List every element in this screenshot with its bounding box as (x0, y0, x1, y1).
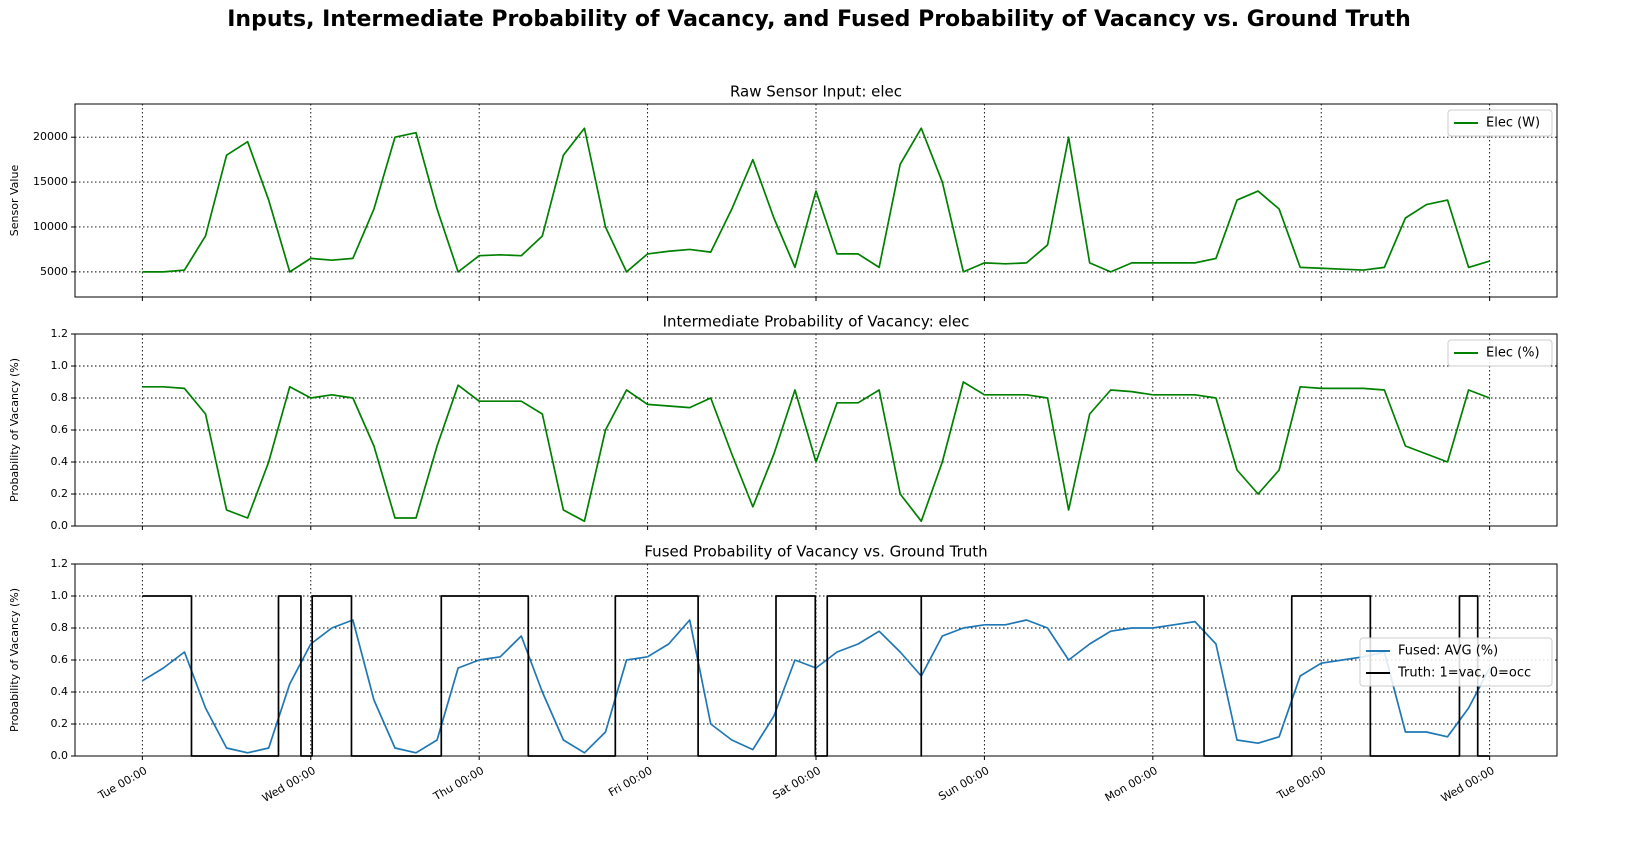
series-line (142, 381, 1490, 523)
y-tick-label: 0.8 (51, 391, 69, 404)
legend-box (1447, 339, 1553, 367)
x-tick-label: Fri 00:00 (606, 764, 654, 799)
y-axis-label: Probability of Vacancy (%) (8, 588, 21, 732)
legend-box (1359, 637, 1553, 687)
y-tick-label: 0.0 (51, 519, 69, 532)
y-tick-label: 1.2 (51, 557, 69, 570)
x-tick-label: Tue 00:00 (1274, 764, 1328, 803)
y-tick-label: 0.4 (51, 685, 69, 698)
x-tick-label: Tue 00:00 (95, 764, 149, 803)
legend: Elec (%) (1447, 339, 1553, 367)
plot-frame (74, 333, 1558, 527)
y-axis-label: Probability of Vacancy (%) (8, 358, 21, 502)
x-tick-label: Mon 00:00 (1103, 764, 1160, 804)
x-tick-label: Sun 00:00 (936, 764, 991, 803)
y-tick-label: 0.2 (51, 717, 69, 730)
series-line (142, 595, 1490, 757)
x-tick-label: Thu 00:00 (430, 764, 486, 804)
y-tick-label: 1.0 (51, 359, 69, 372)
panel-title: Intermediate Probability of Vacancy: ele… (663, 313, 970, 331)
legend-label: Fused: AVG (%) (1398, 644, 1498, 659)
y-tick-label: 0.2 (51, 487, 69, 500)
y-tick-label: 0.8 (51, 621, 69, 634)
y-axis-label: Sensor Value (8, 165, 21, 237)
plot-frame (74, 563, 1558, 757)
legend-label: Truth: 1=vac, 0=occ (1397, 666, 1531, 681)
y-tick-label: 0.4 (51, 455, 69, 468)
panel-title: Fused Probability of Vacancy vs. Ground … (644, 543, 987, 561)
legend: Fused: AVG (%) Truth: 1=vac, 0=occ (1359, 637, 1553, 687)
x-tick-label: Sat 00:00 (770, 764, 823, 802)
y-tick-label: 0.0 (51, 749, 69, 762)
series-line (142, 127, 1490, 273)
y-tick-label: 15000 (33, 175, 68, 188)
legend-label: Elec (%) (1486, 346, 1540, 361)
x-tick-label: Wed 00:00 (1439, 764, 1497, 805)
plot-frame (74, 103, 1558, 298)
panel-title: Raw Sensor Input: elec (730, 83, 902, 101)
y-tick-label: 0.6 (51, 653, 69, 666)
y-tick-label: 1.2 (51, 327, 69, 340)
y-tick-label: 10000 (33, 220, 68, 233)
y-tick-label: 20000 (33, 130, 68, 143)
legend-box (1447, 109, 1553, 137)
legend-label: Elec (W) (1486, 116, 1540, 131)
y-tick-label: 5000 (40, 265, 68, 278)
x-tick-label: Wed 00:00 (260, 764, 318, 805)
y-tick-label: 0.6 (51, 423, 69, 436)
legend: Elec (W) (1447, 109, 1553, 137)
y-tick-label: 1.0 (51, 589, 69, 602)
figure-title: Inputs, Intermediate Probability of Vaca… (227, 7, 1411, 32)
